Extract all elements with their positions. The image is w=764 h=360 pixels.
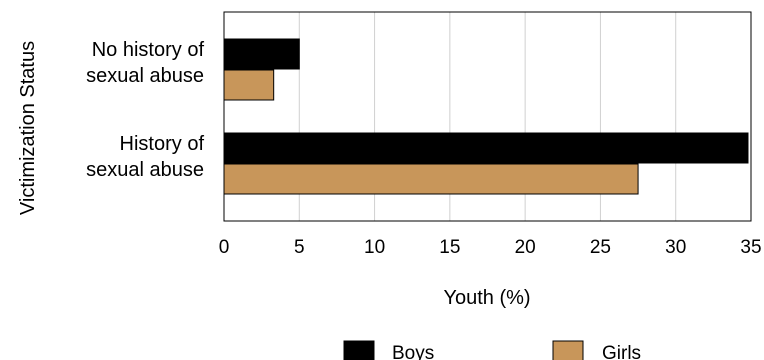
bars xyxy=(223,38,749,195)
legend-label-girls: Girls xyxy=(602,343,641,360)
legend: Boys Girls xyxy=(343,340,641,360)
y-category-label: History of sexual abuse xyxy=(86,133,204,181)
x-tick-label: 0 xyxy=(219,237,230,258)
legend-label-boys: Boys xyxy=(392,343,434,360)
y-category-label: No history of sexual abuse xyxy=(86,39,204,87)
legend-swatch-boys xyxy=(343,340,375,360)
x-axis-ticks: 0 5 10 15 20 25 30 35 xyxy=(219,237,762,258)
x-tick-label: 20 xyxy=(515,237,536,258)
bar-girls-1 xyxy=(223,163,639,195)
x-tick-label: 15 xyxy=(439,237,460,258)
legend-swatch-girls xyxy=(552,340,584,360)
y-axis-title: Victimization Status xyxy=(17,41,39,215)
bar-girls-0 xyxy=(223,69,275,101)
x-tick-label: 10 xyxy=(364,237,385,258)
x-tick-label: 30 xyxy=(665,237,686,258)
y-axis-categories: No history of sexual abuse History of sexua… xyxy=(86,39,204,181)
plot-frame xyxy=(223,11,752,222)
bar-boys-0 xyxy=(223,38,300,70)
x-tick-label: 35 xyxy=(740,237,761,258)
x-tick-label: 5 xyxy=(294,237,305,258)
bar-boys-1 xyxy=(223,132,749,164)
x-axis-title: Youth (%) xyxy=(443,287,530,309)
x-tick-label: 25 xyxy=(590,237,611,258)
